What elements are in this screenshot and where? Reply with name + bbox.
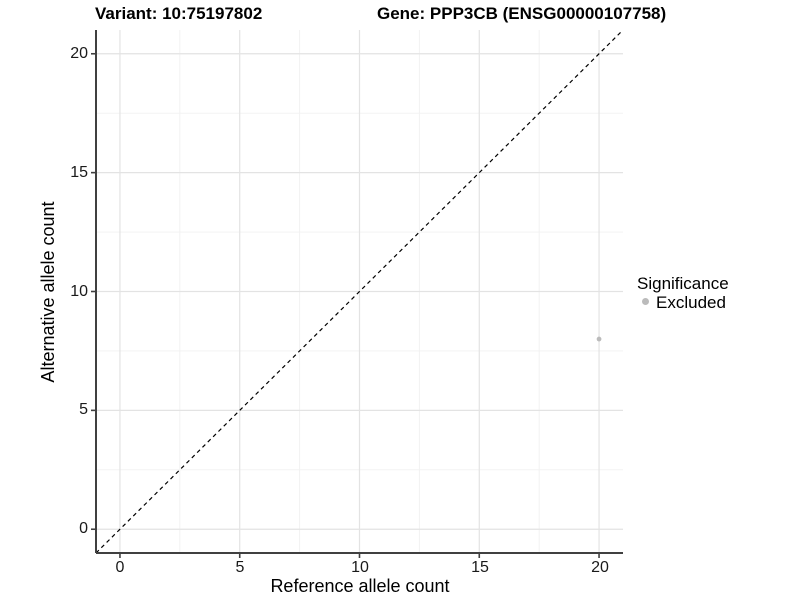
x-tick-label-20: 20 [591,559,609,576]
legend-item-label-excluded: Excluded [656,293,726,312]
legend-key-dot-excluded [642,298,649,305]
identity-dashed-line [95,29,624,554]
x-tick-label-0: 0 [115,559,125,576]
data-point [596,336,602,342]
y-tick-label-10: 10 [70,283,88,300]
x-axis-title: Reference allele count [270,576,450,596]
plot-title-variant: Variant: 10:75197802 [95,4,263,23]
x-tick-label-5: 5 [235,559,245,576]
x-tick-label-10: 10 [351,559,369,576]
plot-title-gene: Gene: PPP3CB (ENSG00000107758) [377,4,667,23]
y-tick-label-15: 15 [70,164,88,181]
x-tick-label-15: 15 [471,559,489,576]
y-tick-label-0: 0 [79,520,88,537]
y-tick-label-20: 20 [70,45,88,62]
legend-title: Significance [637,274,729,293]
y-tick-label-5: 5 [79,401,88,418]
